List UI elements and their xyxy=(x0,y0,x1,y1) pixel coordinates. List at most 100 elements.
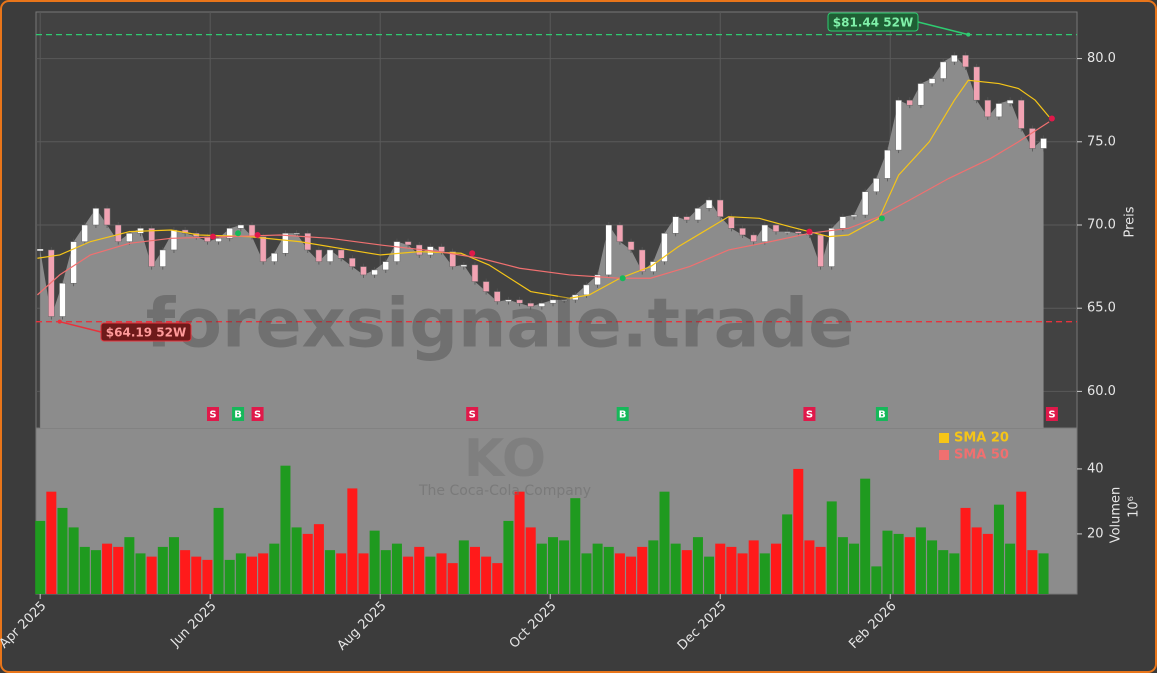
volume-bar xyxy=(915,527,926,594)
candle xyxy=(728,216,735,229)
volume-bar xyxy=(715,543,726,594)
candle xyxy=(873,178,880,192)
candle xyxy=(371,269,378,276)
candle xyxy=(962,55,969,68)
volume-bar xyxy=(993,504,1004,594)
volume-bar xyxy=(35,520,46,594)
candle xyxy=(884,149,891,179)
volume-bar xyxy=(670,543,681,594)
volume-bar xyxy=(614,553,625,594)
volume-bar xyxy=(837,537,848,594)
volume-bar xyxy=(581,553,592,594)
candle xyxy=(627,241,635,251)
candle xyxy=(850,214,858,217)
annotation-point xyxy=(966,32,971,37)
volume-bar xyxy=(102,543,113,594)
volume-bar xyxy=(191,556,202,594)
candle xyxy=(661,233,668,262)
signal-label: S xyxy=(209,410,216,421)
candle xyxy=(114,224,122,242)
candle xyxy=(951,55,958,63)
volume-bar xyxy=(202,559,213,594)
y-tick-label: 80.0 xyxy=(1087,51,1116,66)
signal-label: S xyxy=(254,410,261,421)
candle xyxy=(170,229,178,251)
legend-label: SMA 50 xyxy=(954,448,1009,463)
volume-bar xyxy=(57,507,68,594)
candle xyxy=(560,299,568,302)
volume-bar xyxy=(90,550,101,594)
ticker-watermark: KO xyxy=(464,429,546,489)
volume-bar xyxy=(135,553,146,594)
candle xyxy=(616,224,624,242)
signal-label: S xyxy=(469,410,476,421)
volume-bar xyxy=(804,540,815,594)
volume-bar xyxy=(481,556,492,594)
candle xyxy=(895,99,902,151)
signal-label: S xyxy=(806,410,813,421)
signal-marker xyxy=(466,407,479,421)
candle xyxy=(906,99,914,106)
candle xyxy=(516,299,523,304)
volume-bar xyxy=(425,556,436,594)
volume-bar xyxy=(380,550,391,594)
candle xyxy=(337,249,345,259)
candle xyxy=(1029,128,1036,149)
company-watermark: The Coca-Cola Company xyxy=(418,483,591,499)
signal-dot xyxy=(1048,115,1055,122)
annotation-arrow xyxy=(917,21,969,36)
volume-bar xyxy=(927,540,938,594)
y-tick-label: 75.0 xyxy=(1087,134,1116,149)
volume-bar xyxy=(358,553,369,594)
candle xyxy=(92,208,100,226)
volume-bar xyxy=(559,540,570,594)
volume-bar xyxy=(603,546,614,594)
volume-bar xyxy=(213,507,224,594)
signal-dot xyxy=(469,250,476,257)
candle xyxy=(382,261,390,271)
volume-bar xyxy=(637,546,648,594)
candle xyxy=(694,208,702,221)
volume-bar xyxy=(325,550,336,594)
volume-bar xyxy=(269,543,280,594)
signal-label: B xyxy=(878,410,886,421)
volume-bar xyxy=(447,563,458,594)
candle xyxy=(482,281,490,292)
volume-bar xyxy=(235,553,246,594)
volume-bar xyxy=(469,546,480,594)
volume-bar xyxy=(146,556,157,594)
annotation-arrow xyxy=(59,320,102,333)
signal-dot xyxy=(209,233,216,240)
volume-bar xyxy=(313,524,324,594)
volume-bar xyxy=(302,533,313,594)
volume-bar xyxy=(525,527,536,594)
volume-bar xyxy=(570,498,581,594)
volume-bar xyxy=(1005,543,1016,594)
candle xyxy=(783,231,791,233)
volume-bar xyxy=(759,553,770,594)
candle xyxy=(103,208,111,226)
candle xyxy=(48,249,55,317)
volume-bar xyxy=(503,520,514,594)
candle xyxy=(349,258,356,267)
candle xyxy=(739,228,746,236)
candle xyxy=(705,199,713,209)
volume-bar xyxy=(157,546,168,594)
y-axis-label: Preis xyxy=(1123,206,1138,237)
signal-marker xyxy=(251,407,264,421)
candle xyxy=(928,78,936,84)
volume-bar xyxy=(336,553,347,594)
candle xyxy=(973,66,980,101)
candle xyxy=(226,228,233,239)
volume-bar xyxy=(938,550,949,594)
volume-tick-label: 40 xyxy=(1087,461,1104,476)
candle xyxy=(326,249,334,262)
candle xyxy=(939,61,947,79)
signal-dot xyxy=(235,230,242,237)
watermark: forexsignale.trade xyxy=(146,285,855,364)
candle xyxy=(315,249,323,262)
candle xyxy=(81,224,89,242)
volume-bar xyxy=(659,491,670,594)
signal-dot xyxy=(878,215,885,222)
volume-bar xyxy=(492,563,503,594)
